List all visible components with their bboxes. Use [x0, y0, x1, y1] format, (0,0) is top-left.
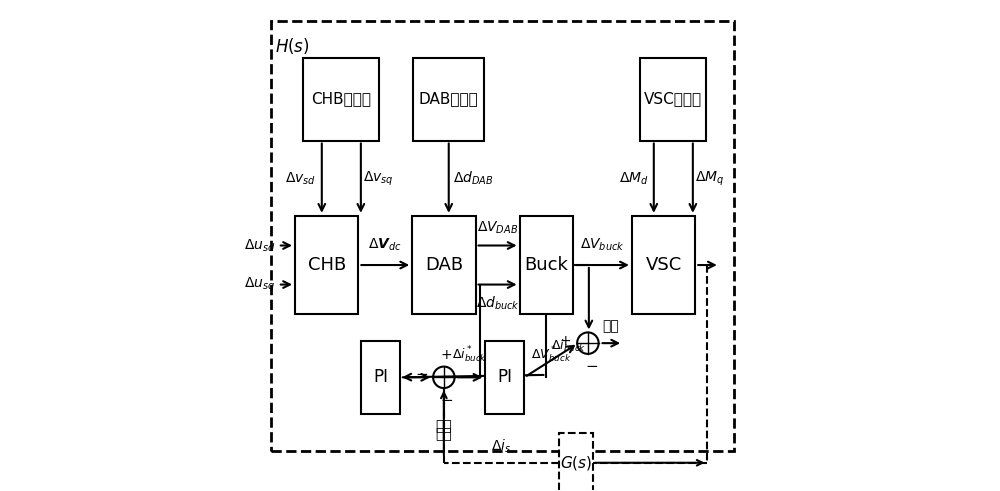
Text: $\Delta V_{DAB}$: $\Delta V_{DAB}$ [477, 219, 518, 236]
Text: VSC控制器: VSC控制器 [644, 91, 702, 107]
Text: DAB: DAB [425, 256, 463, 274]
Text: 输入: 输入 [435, 419, 452, 433]
Text: $\Delta u_{sq}$: $\Delta u_{sq}$ [244, 275, 275, 294]
Text: +: + [559, 334, 571, 348]
Bar [632, 216, 695, 314]
Text: 输出: 输出 [602, 319, 619, 333]
Text: −: − [415, 367, 428, 382]
Text: CHB: CHB [308, 256, 346, 274]
Text: $\Delta i_{buck}$: $\Delta i_{buck}$ [551, 337, 587, 354]
Text: $\Delta i^*_{buck}$: $\Delta i^*_{buck}$ [452, 345, 488, 365]
Text: $\Delta d_{DAB}$: $\Delta d_{DAB}$ [453, 170, 493, 187]
Text: −: − [585, 359, 598, 374]
Text: $G(s)$: $G(s)$ [560, 454, 592, 472]
Text: $\Delta i_s$: $\Delta i_s$ [491, 438, 511, 456]
Text: PI: PI [497, 368, 512, 386]
Text: Buck: Buck [524, 256, 568, 274]
Bar [295, 216, 358, 314]
Text: $H(s)$: $H(s)$ [275, 35, 310, 55]
Text: CHB控制器: CHB控制器 [311, 91, 371, 107]
Bar [559, 434, 593, 491]
Text: $\Delta v_{sq}$: $\Delta v_{sq}$ [363, 169, 394, 188]
Text: $\Delta M_d$: $\Delta M_d$ [619, 170, 649, 187]
Text: −: − [440, 393, 453, 408]
Text: $\Delta \boldsymbol{V}_{dc}$: $\Delta \boldsymbol{V}_{dc}$ [368, 237, 402, 253]
Text: PI: PI [373, 368, 388, 386]
Text: $\Delta V^*_{buck}$: $\Delta V^*_{buck}$ [531, 345, 571, 365]
Text: VSC: VSC [645, 256, 682, 274]
Text: $\Delta V_{buck}$: $\Delta V_{buck}$ [580, 237, 625, 253]
Bar [413, 57, 484, 140]
Text: DAB控制器: DAB控制器 [419, 91, 479, 107]
Bar [361, 341, 400, 414]
Bar [640, 57, 706, 140]
Bar [520, 216, 573, 314]
Text: $\Delta M_q$: $\Delta M_q$ [695, 169, 725, 188]
Text: $\Delta u_{sd}$: $\Delta u_{sd}$ [244, 237, 275, 254]
Bar [412, 216, 476, 314]
Text: 输入: 输入 [435, 427, 452, 441]
Text: $\Delta d_{buck}$: $\Delta d_{buck}$ [476, 294, 520, 312]
Text: $\Delta v_{sd}$: $\Delta v_{sd}$ [285, 170, 316, 187]
Bar [303, 57, 379, 140]
Text: +: + [440, 348, 452, 362]
Bar [485, 341, 524, 414]
